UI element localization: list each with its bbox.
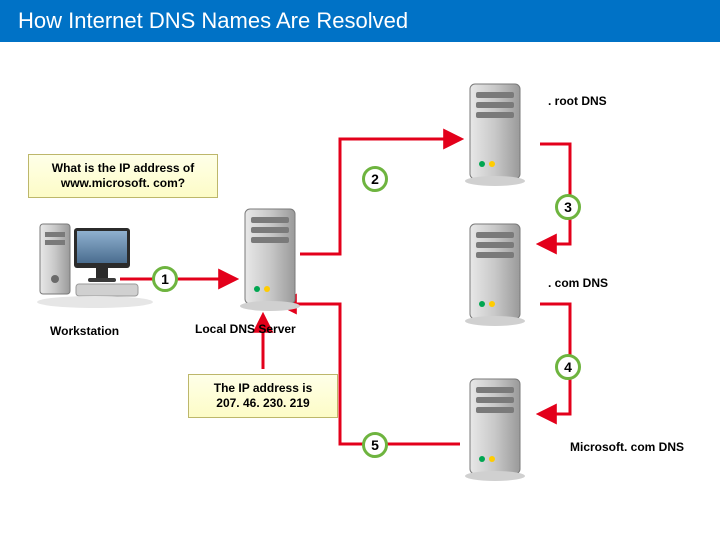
step-badge-1: 1 bbox=[152, 266, 178, 292]
diagram-stage: What is the IP address of www.microsoft.… bbox=[0, 44, 720, 540]
label-ms-dns: Microsoft. com DNS bbox=[570, 440, 684, 454]
device-layer bbox=[0, 44, 720, 540]
title-bar: How Internet DNS Names Are Resolved bbox=[0, 0, 720, 42]
label-com-dns: . com DNS bbox=[548, 276, 608, 290]
ms-dns-icon bbox=[465, 379, 525, 481]
label-local-dns: Local DNS Server bbox=[195, 322, 296, 336]
page-title: How Internet DNS Names Are Resolved bbox=[18, 8, 408, 33]
com-dns-icon bbox=[465, 224, 525, 326]
workstation-icon bbox=[37, 224, 153, 308]
local-dns-icon bbox=[240, 209, 300, 311]
step-badge-3: 3 bbox=[555, 194, 581, 220]
label-workstation: Workstation bbox=[50, 324, 119, 338]
step-badge-4: 4 bbox=[555, 354, 581, 380]
callout-question: What is the IP address of www.microsoft.… bbox=[28, 154, 218, 198]
step-badge-2: 2 bbox=[362, 166, 388, 192]
root-dns-icon bbox=[465, 84, 525, 186]
step-badge-5: 5 bbox=[362, 432, 388, 458]
label-root-dns: . root DNS bbox=[548, 94, 607, 108]
callout-answer: The IP address is 207. 46. 230. 219 bbox=[188, 374, 338, 418]
